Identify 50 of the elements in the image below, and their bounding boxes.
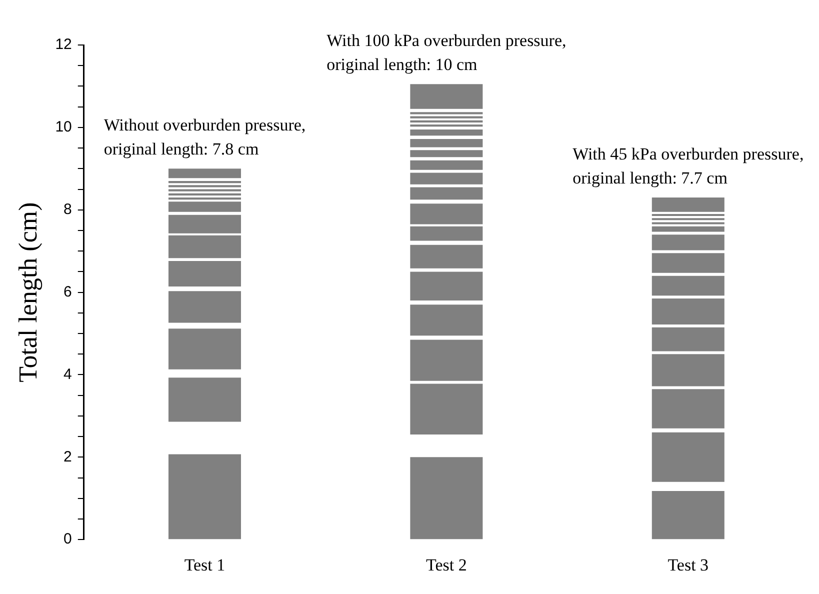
y-tick-label: 6: [64, 283, 72, 300]
annotation: Without overburden pressure, original length: 7.8 cm: [104, 116, 306, 159]
bar: [410, 160, 483, 170]
bar: [652, 432, 724, 482]
x-tick-label: Test 2: [426, 555, 467, 574]
bar: [168, 454, 241, 540]
bar: [652, 490, 724, 540]
y-tick-label: 12: [55, 36, 72, 54]
bar: [168, 235, 241, 258]
x-tick-label: Test 1: [184, 555, 226, 574]
bar: [410, 138, 483, 148]
bar: [652, 276, 724, 296]
bar: [410, 244, 483, 268]
bar: [652, 253, 724, 273]
bar: [652, 389, 724, 428]
bar: [410, 187, 483, 200]
y-tick-label: 4: [64, 366, 72, 383]
bar: [652, 298, 724, 324]
bar: [168, 202, 241, 212]
bar: [168, 260, 241, 287]
bar: [652, 354, 724, 386]
bar: [410, 172, 483, 184]
bar: [410, 84, 483, 109]
bar: [410, 129, 483, 136]
annotation: With 45 kPa overburden pressure, original length: 7.7 cm: [572, 144, 804, 188]
bar: [410, 272, 483, 301]
bar: [652, 234, 724, 250]
bar: [410, 150, 483, 158]
bar: [410, 457, 483, 540]
bar: [168, 291, 241, 323]
bar: [410, 340, 483, 381]
y-tick-label: 2: [64, 448, 72, 466]
bar: [168, 328, 241, 370]
y-tick-label: 10: [55, 118, 72, 136]
bar: [168, 214, 241, 234]
bar: [168, 378, 241, 422]
bar: [652, 214, 724, 216]
bar: [652, 327, 724, 352]
bar: [410, 204, 483, 224]
bar: [410, 384, 483, 434]
bar: [652, 198, 724, 212]
bar: [168, 168, 241, 178]
annotation: With 100 kPa overburden pressure, original length: 10 cm: [326, 31, 566, 74]
y-tick-label: 8: [64, 201, 72, 218]
y-axis-title: Total length (cm): [13, 202, 42, 382]
bar: [410, 226, 483, 241]
bar: [652, 226, 724, 232]
x-tick-label: Test 3: [668, 555, 709, 574]
y-tick-label: 0: [64, 530, 72, 548]
bar: [410, 304, 483, 336]
